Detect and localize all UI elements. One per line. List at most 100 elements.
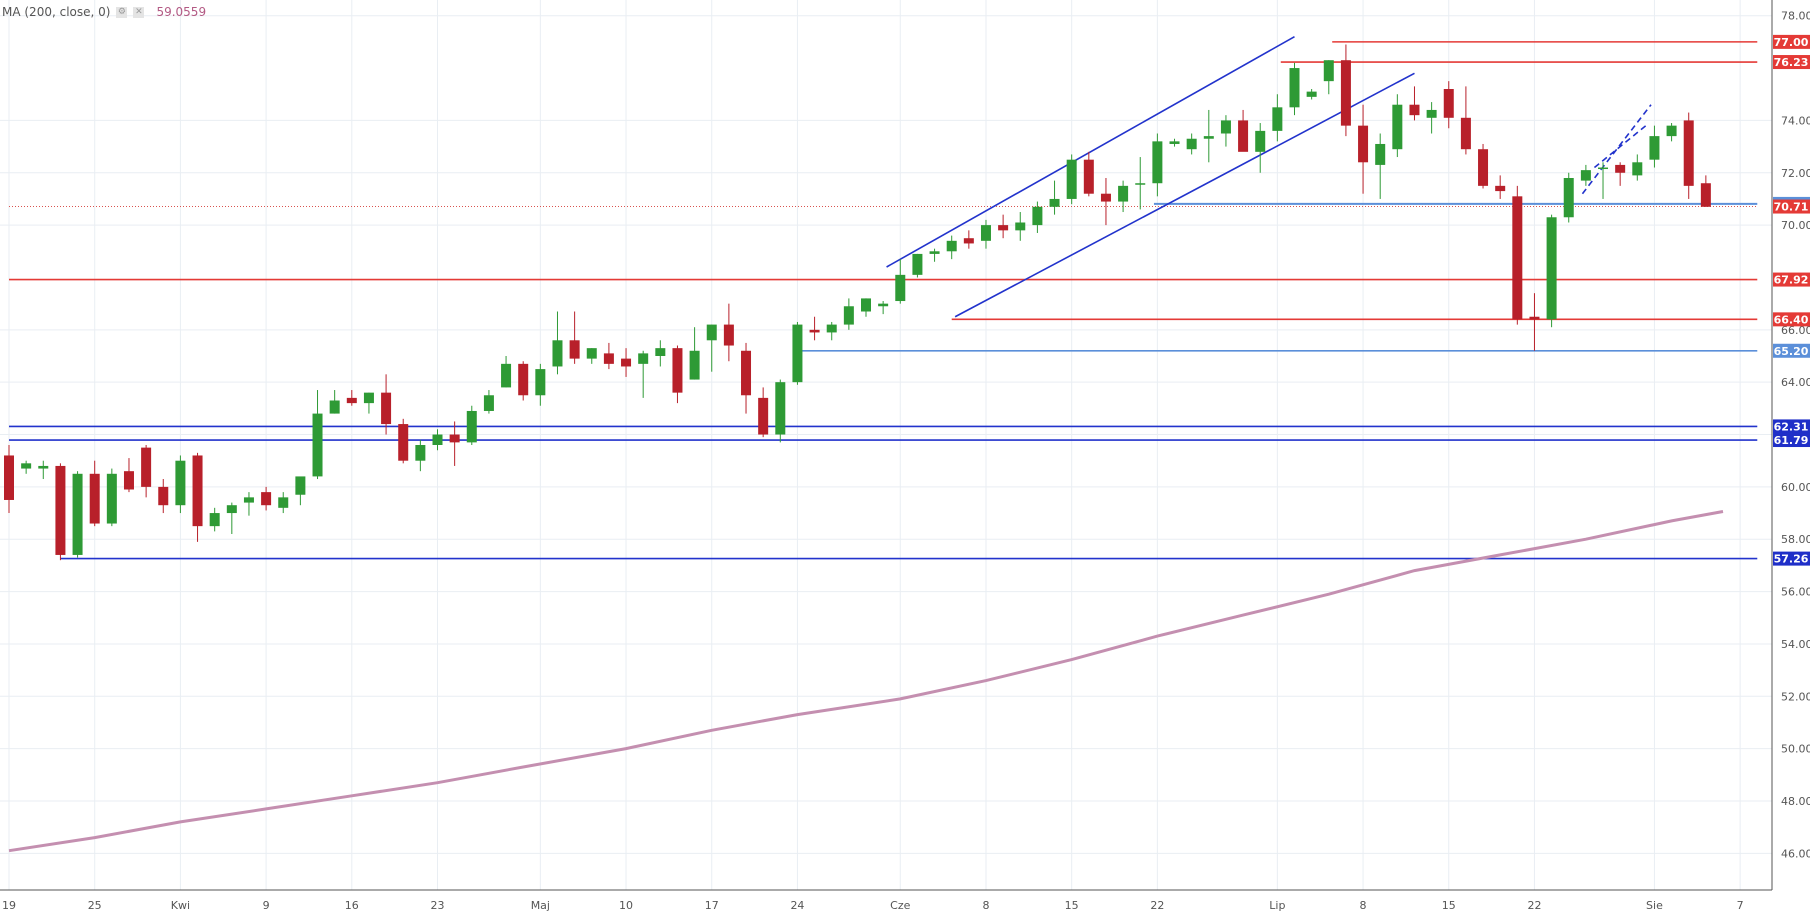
y-tick-label: 74.00 xyxy=(1781,114,1810,127)
grid-layer xyxy=(0,0,1772,890)
gear-icon[interactable]: ⚙ xyxy=(116,6,128,18)
candle-body xyxy=(175,460,186,506)
candle-body xyxy=(1563,178,1574,218)
trend-line xyxy=(954,72,1415,318)
candle-body xyxy=(603,353,614,364)
candle-body xyxy=(1632,162,1643,176)
y-tick-label: 78.00 xyxy=(1781,10,1810,23)
candle-body xyxy=(1238,120,1249,152)
candle-body xyxy=(1169,141,1180,144)
x-tick-label: 16 xyxy=(345,899,359,912)
candle-body xyxy=(158,486,169,506)
indicator-label: MA (200, close, 0) xyxy=(2,5,111,19)
candle-body xyxy=(1289,68,1300,108)
price-tag xyxy=(1773,199,1810,214)
price-tag-label: 62.31 xyxy=(1774,420,1809,433)
price-tag-label: 61.79 xyxy=(1774,434,1809,447)
candle-body xyxy=(963,238,974,244)
y-tick-label: 48.00 xyxy=(1781,795,1810,808)
price-tag xyxy=(1773,34,1810,49)
candle-body xyxy=(312,413,323,477)
x-tick-label: 9 xyxy=(263,899,270,912)
price-tag-label: 76.23 xyxy=(1774,56,1809,69)
price-tag-label: 57.26 xyxy=(1774,553,1809,566)
candle-body xyxy=(1220,120,1231,134)
candle-body xyxy=(929,251,940,254)
candle-body xyxy=(1118,185,1129,202)
candle-body xyxy=(1015,222,1026,231)
trend-line xyxy=(1593,125,1647,169)
candle-body xyxy=(226,505,237,514)
y-tick-label: 46.00 xyxy=(1781,847,1810,860)
close-icon[interactable]: ✕ xyxy=(133,6,145,18)
candle-body xyxy=(1340,60,1351,126)
y-tick-label: 54.00 xyxy=(1781,638,1810,651)
candle-body xyxy=(295,476,306,495)
candle-body xyxy=(1100,193,1111,202)
candle-body xyxy=(1306,91,1317,97)
candle-body xyxy=(192,455,203,527)
candle-body xyxy=(672,348,683,393)
price-tag xyxy=(1773,55,1810,70)
candle-body xyxy=(1323,60,1334,82)
y-tick-label: 50.00 xyxy=(1781,743,1810,756)
x-tick-label: 22 xyxy=(1150,899,1164,912)
x-tick-label: 8 xyxy=(982,899,989,912)
candle-body xyxy=(1700,183,1711,207)
price-tag-label: 67.92 xyxy=(1774,274,1809,287)
x-tick-label: 15 xyxy=(1442,899,1456,912)
x-tick-label: 15 xyxy=(1065,899,1079,912)
candle-body xyxy=(535,369,546,396)
candle-body xyxy=(758,397,769,435)
candle-body xyxy=(106,473,117,524)
candle-body xyxy=(1615,164,1626,173)
candle-body xyxy=(895,274,906,302)
candle-body xyxy=(723,324,734,346)
candle-body xyxy=(72,473,83,555)
candle-body xyxy=(363,392,374,404)
candle-body xyxy=(1546,217,1557,320)
candle-body xyxy=(1135,183,1146,185)
candle-body xyxy=(621,358,632,367)
candle-body xyxy=(1255,130,1266,152)
candle-body xyxy=(1580,170,1591,181)
x-tick-label: 7 xyxy=(1737,899,1744,912)
trend-line xyxy=(886,35,1295,268)
y-tick-label: 66.00 xyxy=(1781,324,1810,337)
candle-body xyxy=(1443,89,1454,118)
candle-body xyxy=(1186,138,1197,150)
ma200-line xyxy=(8,510,1724,853)
candle-body xyxy=(1083,159,1094,194)
candle-body xyxy=(998,225,1009,231)
candle-body xyxy=(1152,141,1163,184)
x-tick-label: Lip xyxy=(1269,899,1285,912)
candle-body xyxy=(21,463,32,469)
candle-body xyxy=(1495,185,1506,192)
candle-body xyxy=(1272,107,1283,131)
price-tag xyxy=(1773,433,1810,448)
candles-layer xyxy=(4,44,1711,561)
candle-body xyxy=(706,324,717,341)
candle-body xyxy=(483,395,494,411)
x-tick-label: 25 xyxy=(88,899,102,912)
candle-body xyxy=(123,471,134,490)
candle-body xyxy=(843,306,854,325)
candle-body xyxy=(1426,109,1437,118)
candle-body xyxy=(878,303,889,307)
candle-body xyxy=(432,434,443,445)
candle-body xyxy=(1598,167,1609,170)
candle-body xyxy=(552,340,563,367)
y-tick-label: 56.00 xyxy=(1781,586,1810,599)
price-tag xyxy=(1773,312,1810,327)
candle-body xyxy=(89,473,100,524)
price-tag-label: 77.00 xyxy=(1774,36,1809,49)
candle-body xyxy=(1512,196,1523,320)
x-tick-label: 10 xyxy=(619,899,633,912)
x-tick-label: Kwi xyxy=(171,899,190,912)
candle-body xyxy=(1478,149,1489,186)
candle-body xyxy=(1409,104,1420,116)
candle-body xyxy=(381,392,392,425)
candle-body xyxy=(1392,104,1403,150)
